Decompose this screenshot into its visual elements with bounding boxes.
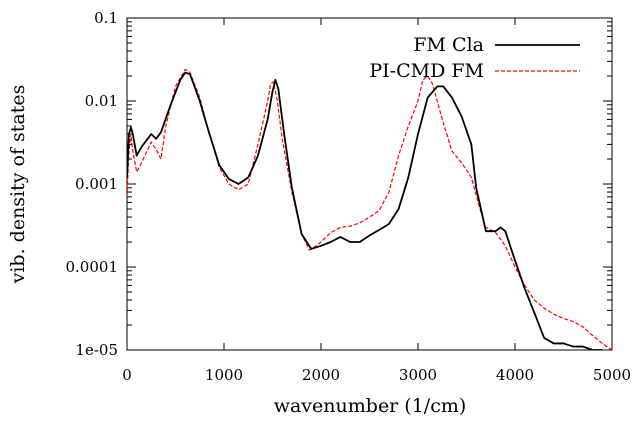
series-line-pi-cmd-fm xyxy=(127,68,612,350)
x-tick-label: 2000 xyxy=(302,366,340,384)
y-axis-label: vib. density of states xyxy=(7,85,29,285)
x-tick-label: 3000 xyxy=(399,366,437,384)
legend: FM Cla PI-CMD FM xyxy=(369,34,580,82)
series-line-fm-cla xyxy=(127,71,603,350)
series-layer xyxy=(127,68,612,350)
y-tick-label: 0.1 xyxy=(94,9,118,27)
y-tick-label: 0.01 xyxy=(85,92,118,110)
x-tick-label: 5000 xyxy=(593,366,631,384)
y-tick-label: 0.001 xyxy=(75,175,118,193)
x-axis-label: wavenumber (1/cm) xyxy=(274,395,467,417)
y-tick-label: 1e-05 xyxy=(75,341,118,359)
x-tick-label: 0 xyxy=(122,366,132,384)
x-tick-label: 1000 xyxy=(205,366,243,384)
x-tick-label: 4000 xyxy=(496,366,534,384)
legend-label: PI-CMD FM xyxy=(369,60,484,82)
y-tick-label: 0.0001 xyxy=(66,258,119,276)
axis-ticks: 0 1000 2000 3000 4000 5000 1e-05 0.0001 0.001 0.0… xyxy=(66,9,632,384)
legend-label: FM Cla xyxy=(413,34,484,56)
